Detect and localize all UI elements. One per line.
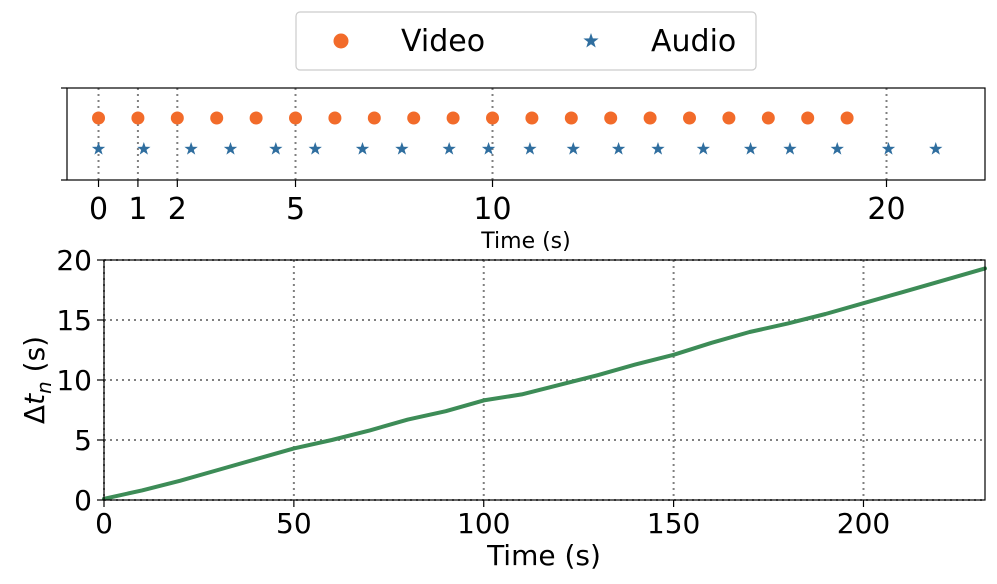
top-x-tick-label: 20 <box>867 192 905 227</box>
audio-event-marker <box>929 142 943 155</box>
top-x-tick-label: 1 <box>128 192 147 227</box>
video-event-marker <box>722 111 736 125</box>
bottom-x-tick-label: 0 <box>95 507 113 540</box>
bottom-x-tick-label: 200 <box>837 507 890 540</box>
top-x-ticks: 0 1 2 5 10 20 <box>61 87 906 227</box>
bottom-y-axis-label: Δtn (s) <box>18 336 56 424</box>
audio-event-marker <box>481 142 496 155</box>
bottom-x-tick-label: 100 <box>457 507 510 540</box>
video-event-marker <box>761 111 775 125</box>
bottom-y-ticks: 0 5 10 15 20 <box>56 244 104 517</box>
audio-event-marker <box>223 142 238 155</box>
top-x-axis-label: Time (s) <box>480 229 570 254</box>
audio-event-marker <box>91 142 106 155</box>
video-event-marker <box>407 111 421 125</box>
audio-event-marker <box>184 142 198 155</box>
video-event-marker <box>564 111 578 125</box>
top-x-tick-label: 2 <box>168 192 187 227</box>
audio-event-marker <box>881 142 896 155</box>
audio-event-marker <box>830 142 844 155</box>
video-event-marker <box>446 111 460 125</box>
video-event-marker <box>840 111 854 125</box>
video-event-marker <box>525 111 539 125</box>
bottom-y-tick-label: 0 <box>74 484 92 517</box>
video-event-marker <box>170 111 184 125</box>
audio-event-marker <box>743 142 758 155</box>
video-event-marker <box>643 111 657 125</box>
audio-event-marker <box>651 142 665 155</box>
legend-entries: Video Audio <box>333 24 736 59</box>
bottom-panel: 0 50 100 150 200 0 5 10 15 20 Time (s) Δtn (s) <box>18 244 987 572</box>
bottom-y-tick-label: 20 <box>56 244 92 277</box>
audio-event-marker <box>523 142 537 155</box>
legend-marker-video <box>333 33 349 49</box>
audio-event-marker <box>783 142 797 155</box>
video-event-marker <box>604 111 618 125</box>
legend-box <box>295 11 757 71</box>
video-event-marker <box>801 111 815 125</box>
audio-event-marker <box>137 142 151 155</box>
top-grid <box>97 88 888 180</box>
video-event-marker <box>210 111 224 125</box>
top-x-tick-label: 5 <box>286 192 305 227</box>
video-event-marker <box>328 111 342 125</box>
audio-event-marker <box>442 142 456 155</box>
legend: Video Audio <box>295 11 757 71</box>
legend-label-video: Video <box>401 24 485 59</box>
bottom-x-tick-label: 50 <box>276 507 312 540</box>
video-event-marker <box>131 111 145 125</box>
bottom-y-tick-label: 5 <box>74 424 92 457</box>
audio-event-marker <box>611 142 626 155</box>
bottom-y-tick-label: 15 <box>56 304 92 337</box>
video-event-marker <box>289 111 303 125</box>
audio-event-marker <box>355 142 370 155</box>
audio-event-marker <box>308 142 322 155</box>
bottom-x-tick-label: 150 <box>647 507 700 540</box>
audio-event-marker <box>269 142 283 155</box>
bottom-x-ticks: 0 50 100 150 200 <box>95 500 890 540</box>
top-marks <box>91 111 943 155</box>
top-panel: 0 1 2 5 10 20 Time (s) <box>61 87 986 254</box>
video-event-marker <box>367 111 381 125</box>
top-x-tick-label: 10 <box>473 192 511 227</box>
video-event-marker <box>92 111 106 125</box>
bottom-x-axis-label: Time (s) <box>486 539 601 572</box>
video-event-marker <box>486 111 500 125</box>
top-plot-frame <box>66 87 986 181</box>
legend-label-audio: Audio <box>651 24 736 59</box>
delta-t-line <box>102 266 987 501</box>
video-event-marker <box>683 111 697 125</box>
legend-marker-audio <box>583 33 599 48</box>
audio-event-marker <box>566 142 580 155</box>
bottom-y-tick-label: 10 <box>56 364 92 397</box>
video-event-marker <box>249 111 263 125</box>
top-x-tick-label: 0 <box>89 192 108 227</box>
audio-event-marker <box>696 142 710 155</box>
audio-event-marker <box>395 142 409 155</box>
